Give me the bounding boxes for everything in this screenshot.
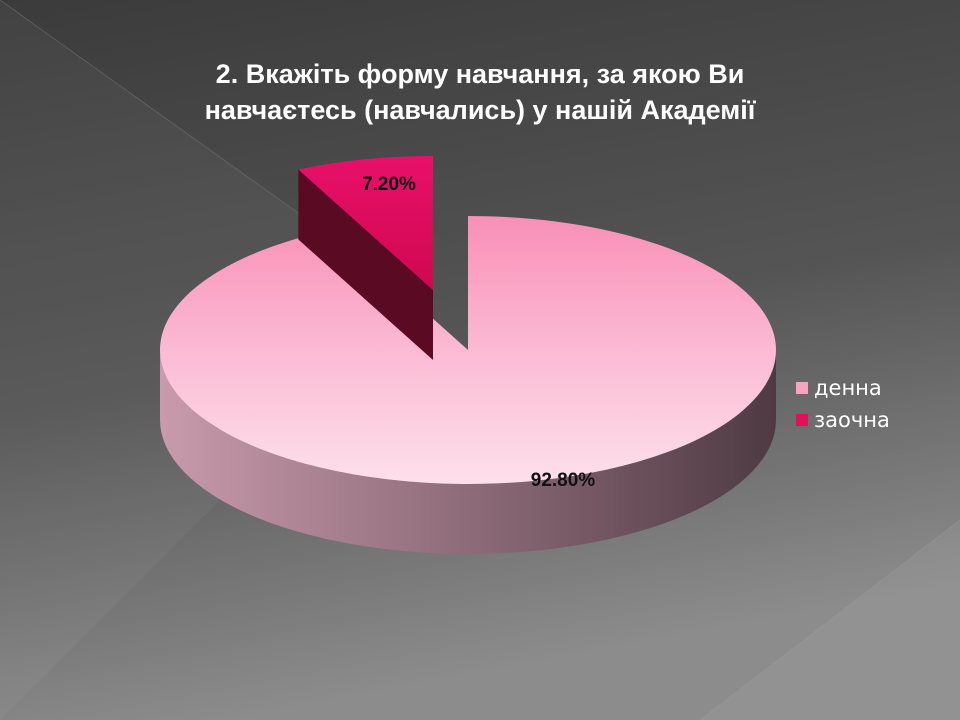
slice-side-denna	[160, 350, 776, 554]
chart-title: 2. Вкажіть форму навчання, за якою Ви на…	[130, 56, 830, 128]
legend-item-zaochna: заочна	[796, 404, 890, 436]
chart-legend: денна заочна	[796, 372, 890, 436]
legend-item-denna: денна	[796, 372, 890, 404]
chart-title-line-2: навчаєтесь (навчались) у нашій Академії	[204, 95, 756, 125]
legend-swatch-zaochna	[796, 414, 808, 426]
slice-denna	[160, 216, 777, 484]
legend-swatch-denna	[796, 382, 808, 394]
slice-wall-zaochna	[298, 169, 433, 360]
data-label-denna: 92.80%	[531, 470, 596, 491]
chart-title-line-1: 2. Вкажіть форму навчання, за якою Ви	[215, 59, 745, 89]
slice-zaochna	[298, 156, 433, 290]
background-line	[699, 519, 960, 720]
data-label-zaochna: 7.20%	[362, 174, 416, 195]
legend-label-zaochna: заочна	[814, 408, 890, 432]
legend-label-denna: денна	[814, 376, 882, 400]
pie-chart: 92.80% 7.20%	[160, 156, 777, 554]
